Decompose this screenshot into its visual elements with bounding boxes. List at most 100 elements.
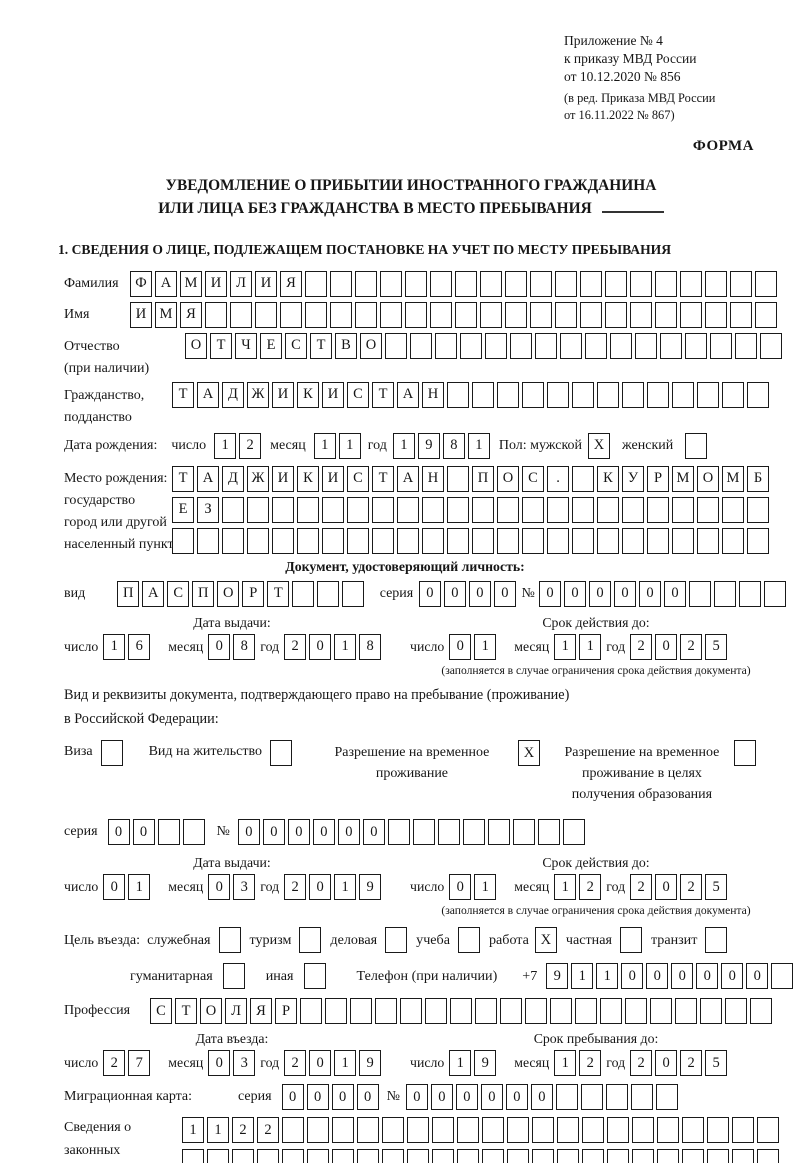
char-cell[interactable] — [510, 332, 532, 359]
char-cell[interactable] — [355, 270, 377, 297]
char-cell[interactable] — [597, 527, 619, 554]
char-cell[interactable]: 0 — [309, 874, 332, 901]
char-cell[interactable]: И — [272, 465, 294, 492]
char-cell[interactable] — [482, 1149, 504, 1163]
char-cell[interactable]: 0 — [281, 1084, 304, 1111]
char-cell[interactable]: 1 — [313, 432, 336, 459]
char-cell[interactable] — [625, 998, 647, 1025]
char-cell[interactable] — [435, 332, 457, 359]
char-cell[interactable]: 1 — [596, 963, 619, 990]
char-cell[interactable]: К — [297, 465, 319, 492]
char-cell[interactable] — [385, 927, 408, 954]
char-cell[interactable] — [722, 496, 744, 523]
char-cell[interactable] — [157, 819, 180, 846]
char-cell[interactable] — [555, 301, 577, 328]
char-cell[interactable] — [182, 1149, 204, 1163]
char-cell[interactable]: П — [117, 580, 140, 607]
char-cell[interactable]: 0 — [721, 963, 744, 990]
char-cell[interactable]: X — [534, 927, 557, 954]
char-cell[interactable] — [430, 270, 452, 297]
char-cell[interactable]: 1 — [334, 1050, 357, 1077]
char-cell[interactable] — [505, 301, 527, 328]
char-cell[interactable]: 1 — [207, 1117, 229, 1144]
char-cell[interactable]: 0 — [430, 1084, 453, 1111]
char-cell[interactable]: 9 — [546, 963, 569, 990]
char-cell[interactable] — [547, 527, 569, 554]
char-cell[interactable] — [497, 381, 519, 408]
char-cell[interactable] — [675, 998, 697, 1025]
char-cell[interactable]: И — [130, 301, 152, 328]
char-cell[interactable]: С — [347, 465, 369, 492]
char-cell[interactable]: О — [217, 580, 240, 607]
char-cell[interactable]: 0 — [309, 1050, 332, 1077]
char-cell[interactable] — [482, 1117, 504, 1144]
char-cell[interactable] — [405, 301, 427, 328]
char-cell[interactable] — [485, 332, 507, 359]
char-cell[interactable] — [557, 1117, 579, 1144]
char-cell[interactable] — [350, 998, 372, 1025]
char-cell[interactable]: 2 — [630, 874, 653, 901]
char-cell[interactable]: П — [472, 465, 494, 492]
purpose-humanitarian-checkbox[interactable] — [222, 963, 245, 990]
char-cell[interactable] — [622, 496, 644, 523]
char-cell[interactable] — [497, 527, 519, 554]
char-cell[interactable]: 0 — [208, 1050, 231, 1077]
char-cell[interactable]: И — [255, 270, 277, 297]
char-cell[interactable] — [380, 301, 402, 328]
residence-permit-checkbox[interactable] — [269, 740, 292, 767]
char-cell[interactable] — [650, 998, 672, 1025]
char-cell[interactable] — [437, 819, 460, 846]
char-cell[interactable] — [522, 527, 544, 554]
char-cell[interactable] — [707, 1149, 729, 1163]
char-cell[interactable]: Т — [310, 332, 332, 359]
char-cell[interactable]: У — [622, 465, 644, 492]
char-cell[interactable] — [572, 381, 594, 408]
char-cell[interactable] — [182, 819, 205, 846]
char-cell[interactable] — [425, 998, 447, 1025]
char-cell[interactable] — [299, 927, 322, 954]
char-cell[interactable] — [655, 301, 677, 328]
birth-place-row3-input[interactable] — [172, 527, 769, 554]
char-cell[interactable] — [332, 1149, 354, 1163]
char-cell[interactable] — [342, 580, 365, 607]
purpose-official-checkbox[interactable] — [218, 927, 241, 954]
char-cell[interactable] — [682, 1117, 704, 1144]
char-cell[interactable] — [707, 1117, 729, 1144]
char-cell[interactable] — [680, 301, 702, 328]
sex-male-checkbox[interactable]: X — [588, 432, 611, 459]
char-cell[interactable]: 0 — [405, 1084, 428, 1111]
sex-female-checkbox[interactable] — [685, 432, 708, 459]
char-cell[interactable] — [375, 998, 397, 1025]
char-cell[interactable]: 0 — [621, 963, 644, 990]
char-cell[interactable] — [407, 1149, 429, 1163]
char-cell[interactable]: 0 — [493, 580, 516, 607]
char-cell[interactable] — [550, 998, 572, 1025]
char-cell[interactable] — [732, 1149, 754, 1163]
char-cell[interactable]: 0 — [362, 819, 385, 846]
char-cell[interactable] — [269, 740, 292, 767]
char-cell[interactable] — [282, 1149, 304, 1163]
char-cell[interactable] — [672, 381, 694, 408]
char-cell[interactable] — [457, 927, 480, 954]
visa-checkbox[interactable] — [100, 740, 123, 767]
char-cell[interactable] — [657, 1149, 679, 1163]
char-cell[interactable]: 1 — [449, 1050, 472, 1077]
char-cell[interactable] — [432, 1117, 454, 1144]
char-cell[interactable]: И — [272, 381, 294, 408]
char-cell[interactable]: Я — [280, 270, 302, 297]
char-cell[interactable]: О — [697, 465, 719, 492]
char-cell[interactable]: А — [397, 465, 419, 492]
char-cell[interactable] — [647, 496, 669, 523]
char-cell[interactable] — [525, 998, 547, 1025]
char-cell[interactable]: 0 — [331, 1084, 354, 1111]
char-cell[interactable] — [605, 301, 627, 328]
char-cell[interactable] — [487, 819, 510, 846]
char-cell[interactable] — [322, 496, 344, 523]
